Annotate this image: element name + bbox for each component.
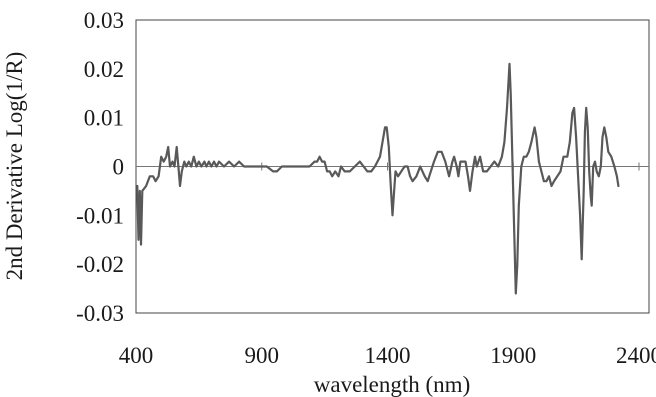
y-tick-label: -0.02 — [76, 252, 124, 277]
x-axis-title: wavelength (nm) — [314, 372, 470, 397]
x-tick-label: 400 — [119, 343, 154, 368]
y-tick-label: 0 — [113, 155, 125, 180]
y-tick-label: 0.01 — [84, 106, 124, 131]
x-tick-label: 900 — [245, 343, 280, 368]
y-tick-label: -0.01 — [76, 203, 124, 228]
x-tick-label: 2400 — [616, 343, 656, 368]
plot-area — [135, 19, 650, 314]
x-tick-label: 1900 — [490, 343, 536, 368]
x-axis-tick-labels: 400 900 1400 1900 2400 — [119, 343, 656, 368]
y-tick-label: 0.03 — [84, 8, 124, 33]
y-axis-tick-labels: 0.03 0.02 0.01 0 -0.01 -0.02 -0.03 — [76, 8, 124, 326]
y-axis-title: 2nd Derivative Log(1/R) — [2, 52, 27, 281]
y-tick-label: 0.02 — [84, 57, 124, 82]
x-tick-label: 1400 — [365, 343, 411, 368]
y-tick-label: -0.03 — [76, 301, 124, 326]
series-line — [136, 62, 620, 295]
